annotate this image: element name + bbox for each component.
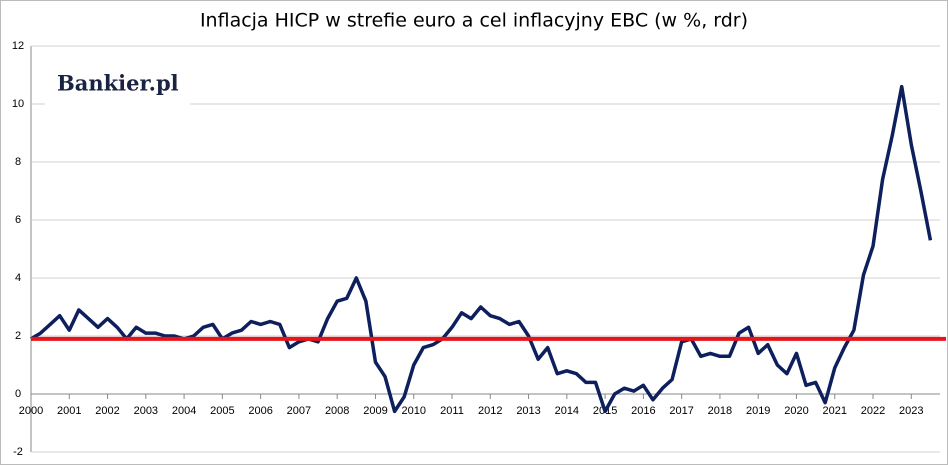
y-tick-label: 4 <box>15 272 21 284</box>
x-tick-label: 2021 <box>823 405 847 417</box>
y-tick-label: 12 <box>12 40 24 52</box>
logo-box <box>45 62 190 106</box>
x-tick-label: 2013 <box>516 405 540 417</box>
logo: Bankier.pl <box>57 71 179 96</box>
y-tick-label: 0 <box>15 388 21 400</box>
x-tick-label: 2018 <box>708 405 732 417</box>
x-tick-label: 2017 <box>669 405 693 417</box>
x-tick-label: 2002 <box>95 405 119 417</box>
x-tick-label: 2000 <box>19 405 43 417</box>
x-tick-label: 2004 <box>172 405 196 417</box>
x-tick-label: 2007 <box>287 405 311 417</box>
x-tick-label: 2023 <box>899 405 923 417</box>
x-tick-label: 2003 <box>134 405 158 417</box>
x-tick-label: 2008 <box>325 405 349 417</box>
x-tick-label: 2019 <box>746 405 770 417</box>
x-tick-label: 2022 <box>861 405 885 417</box>
y-tick-label: 10 <box>12 98 24 110</box>
x-tick-label: 2020 <box>784 405 808 417</box>
x-tick-label: 2006 <box>248 405 272 417</box>
x-tick-label: 2009 <box>363 405 387 417</box>
x-tick-label: 2010 <box>401 405 425 417</box>
x-tick-label: 2011 <box>440 405 464 417</box>
y-tick-label: 2 <box>15 330 21 342</box>
x-tick-label: 2012 <box>478 405 502 417</box>
y-tick-label: -2 <box>13 446 23 458</box>
x-tick-label: 2014 <box>555 405 579 417</box>
y-tick-label: 8 <box>15 156 21 168</box>
x-tick-label: 2005 <box>210 405 234 417</box>
x-tick-label: 2016 <box>631 405 655 417</box>
y-tick-label: 6 <box>15 214 21 226</box>
x-tick-label: 2001 <box>57 405 81 417</box>
chart-title: Inflacja HICP w strefie euro a cel infla… <box>200 10 748 32</box>
